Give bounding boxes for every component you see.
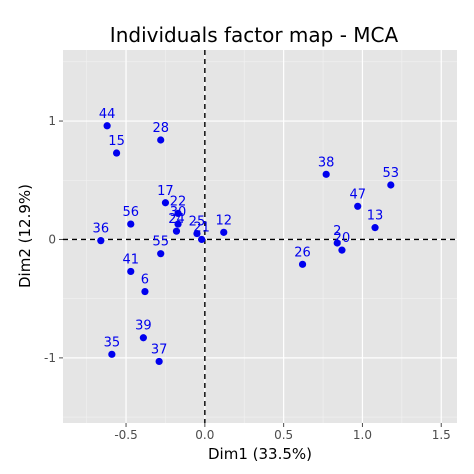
data-point	[103, 122, 111, 130]
grid-minor	[63, 50, 457, 423]
point-label: 35	[104, 335, 121, 350]
data-points	[97, 122, 395, 366]
point-label: 22	[170, 194, 187, 209]
x-tick-label: -0.5	[114, 428, 137, 442]
point-label: 15	[108, 134, 125, 149]
data-point	[172, 227, 181, 235]
point-label: 21	[193, 220, 210, 235]
point-label: 28	[152, 121, 169, 136]
data-point	[193, 229, 201, 238]
point-label: 12	[215, 213, 232, 228]
point-label: 25	[189, 215, 206, 230]
x-tick-label: 1.0	[353, 428, 372, 442]
point-label: 38	[318, 155, 335, 170]
y-tick-label: 1	[48, 114, 56, 128]
data-point	[127, 267, 135, 276]
data-point	[108, 350, 116, 358]
point-label: 13	[367, 209, 384, 224]
point-label: 6	[141, 273, 149, 288]
point-label: 41	[122, 252, 139, 267]
data-point	[387, 181, 395, 189]
data-point	[157, 136, 165, 144]
plot-panel	[63, 50, 457, 423]
y-tick-label: 0	[48, 232, 56, 246]
point-label: 2	[333, 224, 341, 239]
point-label: 24	[168, 212, 185, 227]
point-label: 26	[294, 245, 311, 260]
data-point	[161, 199, 170, 207]
data-point	[354, 202, 362, 210]
point-label: 37	[151, 342, 168, 357]
point-label: 44	[99, 107, 116, 122]
point-label: 36	[93, 222, 110, 237]
reference-lines	[63, 50, 457, 423]
point-label: 55	[152, 235, 169, 250]
data-point	[198, 235, 206, 244]
data-point	[322, 170, 330, 178]
point-label: 47	[349, 187, 366, 202]
data-point	[333, 239, 341, 247]
x-tick-label: 0.0	[195, 428, 214, 442]
point-label: 20	[334, 231, 351, 246]
x-tick-label: 1.5	[432, 428, 451, 442]
point-label: 39	[135, 319, 152, 334]
point-label: 56	[122, 205, 139, 220]
y-axis-title: Dim2 (12.9%)	[16, 184, 34, 288]
y-axis-ticks: -1 0 1	[44, 114, 63, 365]
data-point	[371, 224, 379, 232]
data-point	[174, 220, 182, 228]
data-point	[141, 287, 149, 296]
y-tick-label: -1	[44, 351, 56, 365]
data-point	[127, 220, 135, 228]
data-point	[139, 334, 147, 342]
x-axis-title: Dim1 (33.5%)	[208, 445, 312, 463]
point-label: 53	[383, 166, 400, 181]
data-point	[157, 250, 165, 258]
point-label: 30	[170, 205, 187, 220]
x-tick-label: 0.5	[274, 428, 293, 442]
data-point	[155, 357, 163, 366]
data-point	[112, 149, 121, 157]
data-point	[298, 260, 307, 268]
data-point	[174, 209, 182, 218]
data-point	[97, 237, 105, 245]
chart-title: Individuals factor map - MCA	[110, 23, 399, 47]
x-axis-ticks: -0.5 0.0 0.5 1.0 1.5	[114, 423, 451, 442]
point-label: 17	[157, 184, 174, 199]
data-point	[338, 246, 346, 254]
grid-major	[63, 50, 457, 423]
data-point	[220, 228, 228, 236]
